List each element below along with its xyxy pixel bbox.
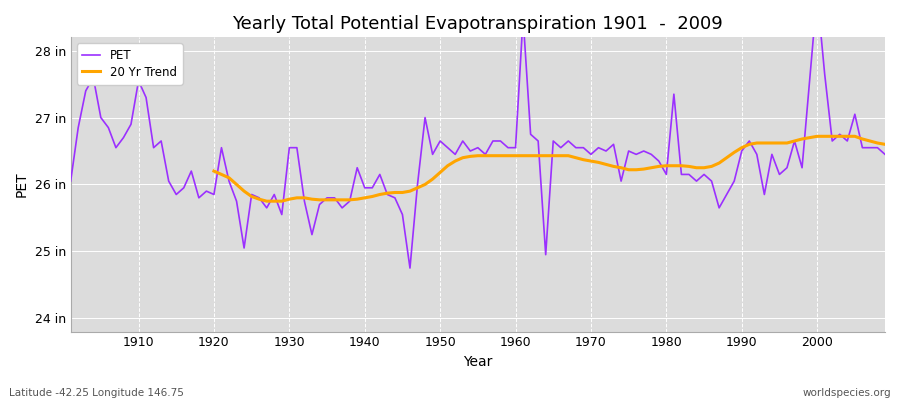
Y-axis label: PET: PET [15,172,29,197]
20 Yr Trend [684,164,695,169]
PET [66,179,77,184]
Legend: PET, 20 Yr Trend: PET, 20 Yr Trend [76,43,183,84]
PET [608,142,619,147]
PET [510,145,521,150]
PET [126,122,137,127]
20 Yr Trend [879,142,890,147]
PET [879,152,890,157]
20 Yr Trend [419,182,430,187]
20 Yr Trend [209,169,220,174]
20 Yr Trend [774,140,785,145]
Line: 20 Yr Trend: 20 Yr Trend [214,136,885,201]
20 Yr Trend [789,138,800,143]
Text: Latitude -42.25 Longitude 146.75: Latitude -42.25 Longitude 146.75 [9,388,184,398]
20 Yr Trend [307,197,318,202]
20 Yr Trend [865,138,876,143]
20 Yr Trend [261,199,272,204]
Text: worldspecies.org: worldspecies.org [803,388,891,398]
Line: PET: PET [71,0,885,268]
PET [405,266,416,270]
PET [292,145,302,150]
PET [518,15,528,20]
X-axis label: Year: Year [464,355,492,369]
PET [337,206,347,210]
Title: Yearly Total Potential Evapotranspiration 1901  -  2009: Yearly Total Potential Evapotranspiratio… [232,15,724,33]
20 Yr Trend [812,134,823,139]
